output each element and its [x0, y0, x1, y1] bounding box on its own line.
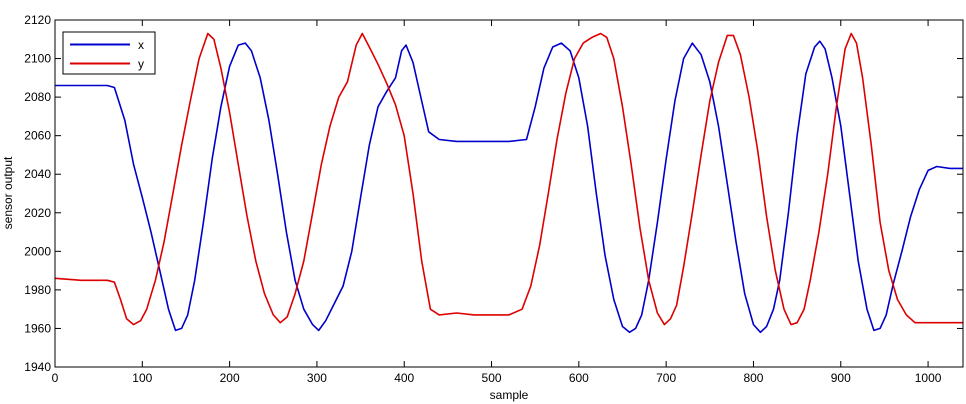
- x-tick-label: 300: [307, 371, 327, 385]
- series-layer: [54, 32, 963, 334]
- y-tick-label: 1940: [24, 360, 51, 374]
- x-tick-label: 800: [743, 371, 763, 385]
- x-tick-label: 100: [132, 371, 152, 385]
- legend-box: [62, 31, 156, 75]
- x-axis-title: sample: [490, 388, 529, 402]
- y-tick-label: 2060: [24, 129, 51, 143]
- y-tick-label: 2100: [24, 52, 51, 66]
- y-tick-label: 2040: [24, 167, 51, 181]
- y-tick-label: 2000: [24, 244, 51, 258]
- x-axis: 0 100 200 300 400 500 600 700 800 900 1000: [52, 20, 942, 385]
- x-tick-label: 200: [220, 371, 240, 385]
- x-tick-label: 0: [52, 371, 59, 385]
- series-line-x: [55, 40, 963, 334]
- y-tick-label: 2020: [24, 206, 51, 220]
- y-tick-label: 2080: [24, 90, 51, 104]
- y-tick-label: 1980: [24, 283, 51, 297]
- x-tick-label: 400: [394, 371, 414, 385]
- x-tick-label: 1000: [915, 371, 942, 385]
- x-tick-label: 900: [831, 371, 851, 385]
- x-tick-label: 700: [656, 371, 676, 385]
- legend-label-x: x: [138, 38, 144, 52]
- legend-label-y: y: [138, 57, 144, 71]
- y-axis: 1940 1960 1980 2000 2020 2040 2060 2080 2100 2120: [24, 13, 963, 374]
- y-tick-label: 2120: [24, 13, 51, 27]
- x-tick-label: 600: [569, 371, 589, 385]
- y-axis-title: sensor output: [1, 156, 15, 229]
- y-tick-label: 1960: [24, 321, 51, 335]
- x-tick-label: 500: [482, 371, 502, 385]
- plot-frame: [54, 19, 964, 368]
- series-line-y: [54, 32, 963, 326]
- plot-area: [55, 20, 963, 367]
- legend: x y: [62, 31, 156, 75]
